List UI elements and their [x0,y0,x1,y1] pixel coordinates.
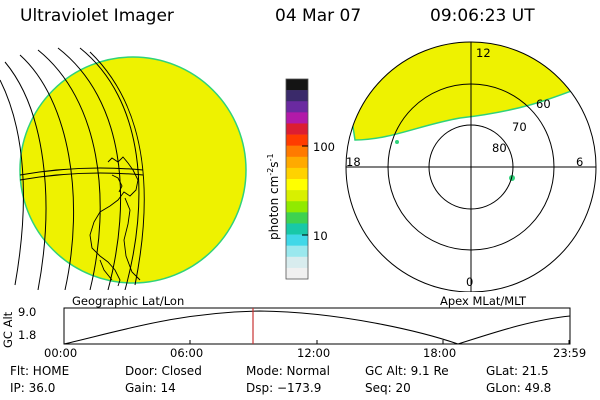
colorbar-segment [286,123,308,135]
time-label-0000: 00:00 [44,346,78,360]
mlt-label-top: 12 [476,46,491,60]
graticule [0,47,145,290]
polar-grid [345,41,597,292]
lat-label-60: 60 [536,97,551,111]
colorbar-segment [286,223,308,235]
colorbar-tick-label-10: 10 [313,229,328,243]
polar-plot-panel [345,41,597,292]
colorbar-segment [286,101,308,113]
colorbar-segment [286,245,308,258]
colorbar-segment [286,156,308,169]
header-date: 04 Mar 07 [275,6,362,26]
colorbar-tick-label-100: 100 [313,140,335,154]
geographic-longitude: GLon: 49.8 [486,381,552,395]
gain-value: Gain: 14 [125,381,176,395]
colorbar [285,78,309,280]
colorbar-segment [286,234,308,246]
gc-altitude: GC Alt: 9.1 Re [365,364,449,378]
altitude-plot-ticks [63,340,570,344]
colorbar-segment [286,90,308,102]
polar-panel-label: Apex MLat/MLT [440,294,527,308]
lat-label-80: 80 [492,141,507,155]
door-status: Door: Closed [125,364,202,378]
sequence-value: Seq: 20 [365,381,411,395]
altitude-plot [63,307,571,345]
flight-status: Flt: HOME [10,364,70,378]
time-label-2359: 23:59 [553,346,587,360]
colorbar-unit-label: photon cm-2s-1 [266,153,281,240]
colorbar-segment [286,201,308,213]
dsp-value: Dsp: −173.9 [246,381,322,395]
colorbar-segment [286,212,308,224]
colorbar-segment [286,79,308,91]
coastline [89,156,141,287]
altitude-max-label: 9.0 [18,305,37,319]
altitude-axis-label: GC Alt [1,311,15,348]
altitude-min-label: 1.8 [18,328,37,342]
colorbar-segment [286,134,308,146]
colorbar-segment [286,167,308,180]
time-label-1200: 12:00 [297,346,331,360]
colorbar-segments [286,79,308,280]
ip-value: IP: 36.0 [10,381,56,395]
geographic-image-panel [0,47,247,290]
app-title: Ultraviolet Imager [20,6,174,26]
green-dot [395,140,399,144]
colorbar-segment [286,267,308,280]
mlt-label-right: 6 [576,155,584,169]
geographic-panel-label: Geographic Lat/Lon [72,294,185,308]
colorbar-segment [286,190,308,202]
colorbar-segment [286,256,308,269]
colorbar-frame [285,78,309,280]
lat-label-70: 70 [512,120,527,134]
mlt-label-left: 18 [346,155,361,169]
colorbar-segment [286,179,308,191]
mode-status: Mode: Normal [246,364,330,378]
mlt-label-bottom: 0 [466,275,474,289]
altitude-curve [63,310,571,345]
header-time: 09:06:23 UT [430,6,535,26]
time-label-0600: 06:00 [170,346,204,360]
geographic-latitude: GLat: 21.5 [486,364,549,378]
colorbar-segment [286,145,308,158]
time-label-1800: 18:00 [423,346,457,360]
colorbar-segment [286,112,308,124]
